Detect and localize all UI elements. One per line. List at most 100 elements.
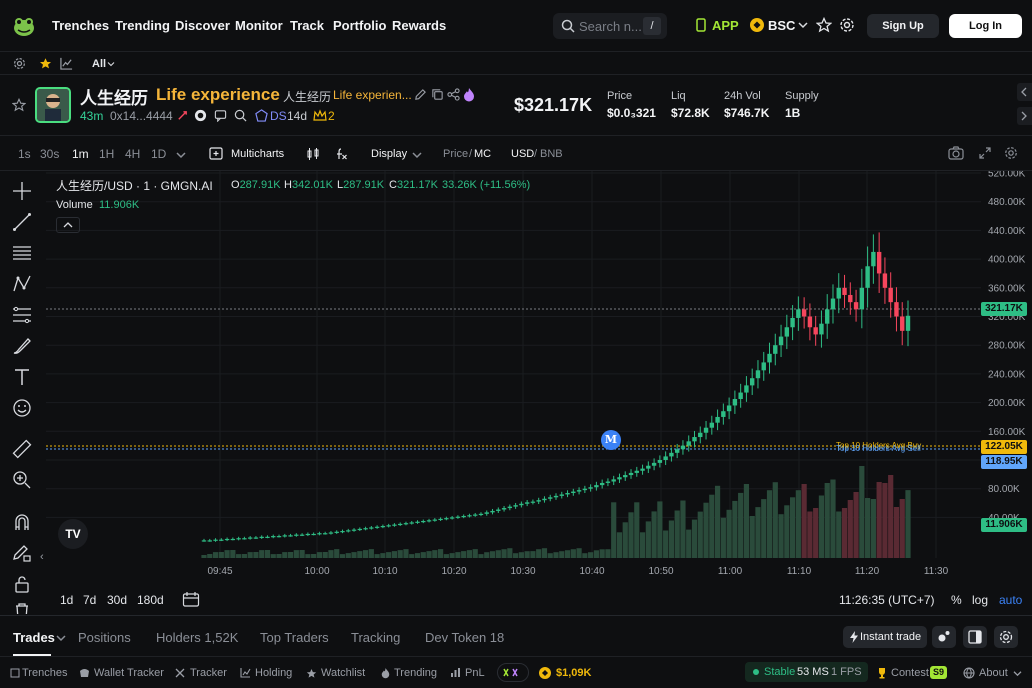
footer-holding[interactable]: Holding	[255, 667, 293, 679]
tab-top-traders[interactable]: Top Traders	[260, 630, 329, 645]
pump-icon[interactable]	[176, 109, 189, 122]
website-icon[interactable]	[194, 109, 207, 122]
ruler-icon[interactable]	[11, 438, 33, 460]
chevron-down-icon[interactable]	[1013, 670, 1022, 677]
fib-icon[interactable]	[11, 304, 33, 326]
footer-watchlist[interactable]: Watchlist	[321, 667, 366, 679]
timeframe-30s[interactable]: 30s	[40, 147, 60, 161]
chevron-down-icon[interactable]	[176, 151, 186, 159]
footer-pnl[interactable]: PnL	[465, 667, 485, 679]
log-in-button[interactable]: Log In	[949, 14, 1022, 38]
horizontal-lines-icon[interactable]	[11, 242, 33, 264]
settings-small-icon[interactable]	[13, 57, 26, 70]
log-toggle[interactable]: log	[972, 593, 989, 607]
nav-trending[interactable]: Trending	[115, 18, 170, 33]
candlestick-chart-svg[interactable]: 520.00K 480.00K 440.00K 400.00K 360.00K 320.0…	[46, 171, 1032, 614]
token-avatar[interactable]	[35, 87, 71, 123]
display-button[interactable]: Display	[371, 148, 408, 160]
indicators-fx-icon[interactable]	[334, 147, 348, 161]
timeframe-1d[interactable]: 1D	[151, 147, 167, 161]
sign-up-button[interactable]: Sign Up	[867, 14, 939, 38]
candle-type-icon[interactable]	[306, 147, 320, 161]
calendar-icon[interactable]	[182, 591, 200, 607]
search-token-icon[interactable]	[234, 109, 247, 122]
text-icon[interactable]	[11, 366, 33, 388]
footer-tracker[interactable]: Tracker	[190, 667, 227, 679]
emoji-icon[interactable]	[11, 397, 33, 419]
nav-discover[interactable]: Discover	[175, 18, 230, 33]
nav-rewards[interactable]: Rewards	[392, 18, 447, 33]
nav-portfolio[interactable]: Portfolio	[333, 18, 387, 33]
bubble-map-icon[interactable]	[932, 626, 956, 648]
usd-toggle[interactable]: USD	[511, 148, 535, 160]
trash-icon[interactable]	[11, 600, 33, 614]
lock-icon[interactable]	[11, 573, 33, 595]
search-box[interactable]: Search n... /	[553, 13, 667, 39]
zoom-in-icon[interactable]	[11, 469, 33, 491]
collapse-legend-button[interactable]	[56, 217, 80, 233]
all-filter[interactable]: All	[92, 58, 107, 70]
camera-icon[interactable]	[948, 146, 964, 160]
price-chart[interactable]: 520.00K 480.00K 440.00K 400.00K 360.00K 320.0…	[40, 171, 1032, 614]
percent-toggle[interactable]: %	[951, 593, 962, 607]
trend-line-icon[interactable]	[11, 211, 33, 233]
edit-icon[interactable]	[414, 88, 427, 101]
star-icon[interactable]	[816, 17, 832, 33]
footer-wallet-tracker[interactable]: Wallet Tracker	[94, 667, 164, 679]
brush-icon[interactable]	[11, 335, 33, 357]
range-7d[interactable]: 7d	[83, 593, 97, 607]
auto-toggle[interactable]: auto	[999, 593, 1023, 607]
migration-marker[interactable]: M	[601, 430, 621, 450]
timeframe-4h[interactable]: 4H	[125, 147, 141, 161]
chain-switch-icon[interactable]	[497, 663, 529, 682]
range-1d[interactable]: 1d	[60, 593, 74, 607]
timeframe-1s[interactable]: 1s	[18, 147, 31, 161]
copy-icon[interactable]	[431, 88, 444, 101]
nav-track[interactable]: Track	[290, 18, 324, 33]
chain-selector[interactable]: BSC	[768, 18, 796, 33]
crosshair-icon[interactable]	[11, 180, 33, 202]
fullscreen-icon[interactable]	[978, 146, 992, 160]
chevron-down-icon[interactable]	[56, 634, 66, 642]
lock-pencil-icon[interactable]	[11, 542, 33, 564]
chart-settings-icon[interactable]	[1004, 146, 1018, 160]
timeframe-1m[interactable]: 1m	[72, 147, 89, 161]
nav-trenches[interactable]: Trenches	[52, 18, 110, 33]
tab-trades[interactable]: Trades	[13, 630, 55, 645]
range-30d[interactable]: 30d	[107, 593, 128, 607]
magnet-icon[interactable]	[11, 511, 33, 533]
multicharts-button[interactable]: Multicharts	[231, 148, 285, 160]
collapse-left-icon[interactable]	[1017, 83, 1032, 101]
range-180d[interactable]: 180d	[137, 593, 164, 607]
nav-monitor[interactable]: Monitor	[235, 18, 283, 33]
dexscreener-icon[interactable]	[255, 109, 268, 122]
favorite-star-icon[interactable]	[39, 57, 52, 70]
footer-contest[interactable]: Contest	[891, 667, 929, 679]
price-toggle[interactable]: Price	[443, 148, 469, 160]
pattern-icon[interactable]	[11, 273, 33, 295]
bnb-toggle[interactable]: BNB	[540, 148, 563, 160]
trend-chart-icon[interactable]	[60, 57, 73, 70]
watch-star-icon[interactable]	[12, 98, 26, 112]
chat-icon[interactable]	[214, 109, 227, 122]
gmgn-logo-icon[interactable]	[12, 14, 36, 38]
token-address[interactable]: 0x14...4444	[110, 109, 173, 123]
footer-about[interactable]: About	[979, 667, 1008, 679]
collapse-right-icon[interactable]	[1017, 107, 1032, 125]
layout-panel-icon[interactable]	[963, 626, 987, 648]
gear-icon[interactable]	[839, 17, 855, 33]
mc-toggle[interactable]: MC	[474, 148, 492, 160]
tab-dev-token[interactable]: Dev Token 18	[425, 630, 505, 645]
footer-trenches[interactable]: Trenches	[22, 667, 68, 679]
timeframe-1h[interactable]: 1H	[99, 147, 115, 161]
share-icon[interactable]	[447, 88, 460, 101]
tab-holders[interactable]: Holders 1,52K	[156, 630, 239, 645]
tab-positions[interactable]: Positions	[78, 630, 131, 645]
footer-trending[interactable]: Trending	[394, 667, 438, 679]
panel-settings-icon[interactable]	[994, 626, 1018, 648]
tradingview-logo-icon[interactable]: TV	[58, 519, 88, 549]
instant-trade-button[interactable]: Instant trade	[843, 626, 927, 648]
app-link[interactable]: APP	[712, 18, 739, 33]
tab-tracking[interactable]: Tracking	[351, 630, 401, 645]
collapse-toolbar-icon[interactable]: ‹	[40, 551, 44, 563]
